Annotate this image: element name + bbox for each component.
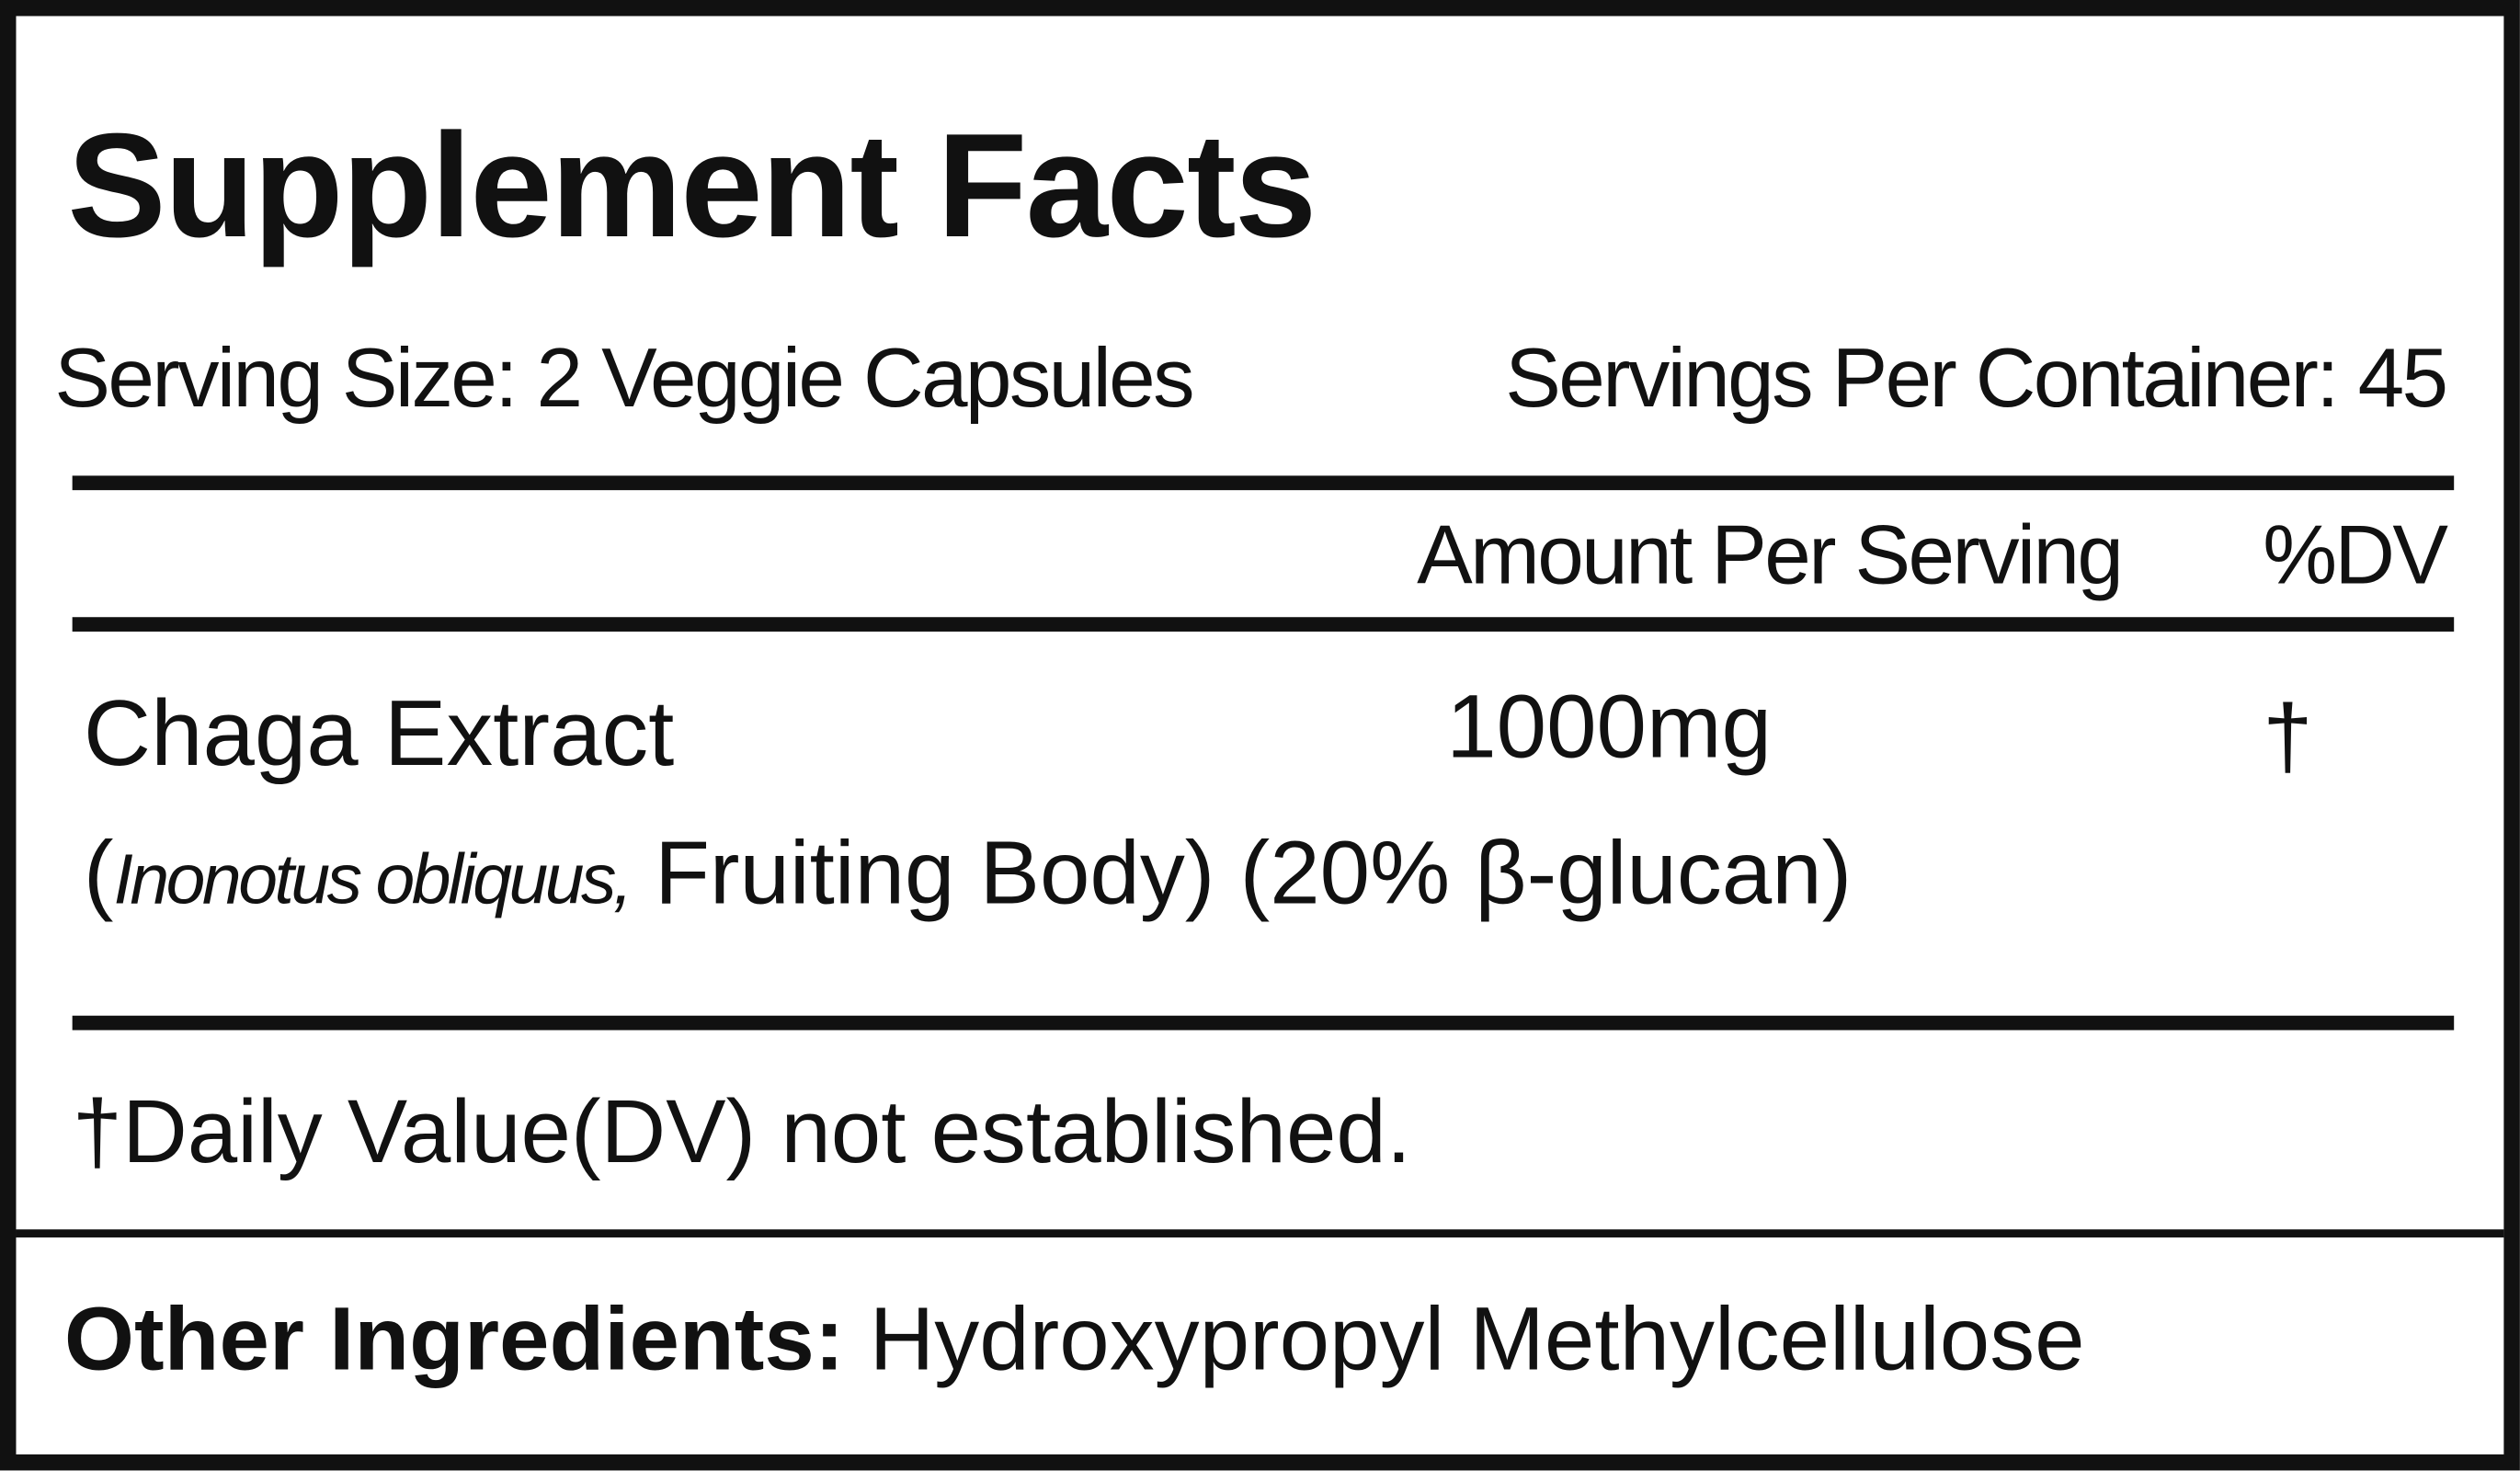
section-divider: [16, 1229, 2504, 1237]
divider-rule: [72, 475, 2455, 491]
other-ingredients: Other Ingredients: Hydroxypropyl Methylc…: [64, 1293, 2085, 1384]
ingredient-name: Chaga Extract: [83, 681, 675, 786]
divider-rule: [72, 1015, 2455, 1031]
footnote: †Daily Value(DV) not established.: [72, 1079, 1412, 1181]
label-title: Supplement Facts: [67, 104, 1317, 268]
serving-size: Serving Size: 2 Veggie Capsules: [54, 332, 1194, 427]
servings-per-container: Servings Per Container: 45: [1505, 332, 2448, 427]
ingredient-amount: 1000mg: [1446, 675, 1772, 777]
detail-open: (: [83, 821, 114, 923]
other-ingredients-value: Hydroxypropyl Methylcellulose: [844, 1287, 2085, 1389]
species-name: Inonotus obliquus,: [113, 840, 633, 919]
dv-header: %DV: [2263, 509, 2448, 603]
other-ingredients-label: Other Ingredients:: [63, 1287, 845, 1389]
amount-header: Amount Per Serving: [1417, 509, 2124, 603]
detail-rest: Fruiting Body) (20% β-glucan): [629, 821, 1853, 923]
ingredient-detail: (Inonotus obliquus, Fruiting Body) (20% …: [84, 827, 1852, 918]
ingredient-dv: †: [2263, 684, 2313, 786]
divider-rule: [72, 617, 2455, 632]
